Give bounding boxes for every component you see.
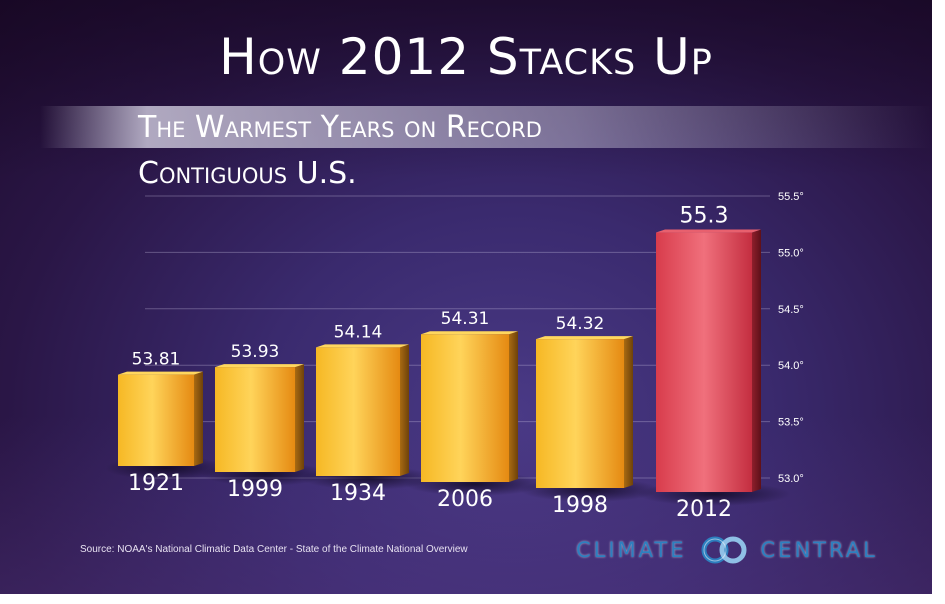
bar-1999 [215, 367, 295, 472]
logo-text-left: CLIMATE [576, 538, 687, 562]
bar-1921 [118, 374, 194, 466]
logo-text-right: CENTRAL [760, 538, 878, 562]
data-label: 55.3 [680, 204, 729, 229]
bar-top [316, 344, 409, 348]
bar-top [656, 229, 761, 233]
data-label: 53.81 [132, 350, 181, 370]
bar-top [421, 331, 518, 335]
bar-side [624, 336, 633, 488]
bar-side [295, 364, 304, 472]
y-tick-label: 53.5° [778, 417, 804, 429]
interlocking-rings-icon [701, 536, 747, 564]
bar-side [752, 229, 761, 492]
chart-title: How 2012 Stacks Up [219, 28, 713, 86]
y-tick-label: 55.0° [778, 247, 804, 259]
data-label: 54.31 [441, 309, 490, 329]
bar-top [536, 336, 633, 340]
source-note: Source: NOAA's National Climatic Data Ce… [80, 544, 468, 555]
bar-1998 [536, 339, 624, 488]
data-label: 54.14 [334, 322, 383, 342]
bar-side [400, 344, 409, 476]
chart-subtitle-1: The Warmest Years on Record [138, 110, 542, 145]
x-tick-label: 1921 [128, 471, 184, 496]
data-label: 53.93 [231, 342, 280, 362]
x-tick-label: 2006 [437, 487, 493, 512]
bar-top [118, 371, 203, 375]
bar-top [215, 364, 304, 368]
bar-2012 [656, 232, 752, 492]
data-label: 54.32 [556, 314, 605, 334]
bar-chart: 53.0° 53.5° 54.0° 54.5° 55.0° 55.5° 53.81 1921… [105, 191, 804, 522]
bar-side [509, 331, 518, 482]
climate-central-logo: CLIMATE CENTRAL [576, 532, 878, 568]
y-tick-label: 55.5° [778, 191, 804, 203]
x-tick-label: 1934 [330, 481, 386, 506]
x-tick-label: 1998 [552, 493, 608, 518]
x-tick-label: 1999 [227, 477, 283, 502]
chart-subtitle-2: Contiguous U.S. [138, 156, 357, 191]
chart-canvas: How 2012 Stacks Up The Warmest Years on … [0, 0, 932, 594]
y-tick-label: 53.0° [778, 473, 804, 485]
bar-side [194, 371, 203, 466]
bar-1934 [316, 347, 400, 476]
bar-2006 [421, 334, 509, 482]
y-tick-label: 54.5° [778, 304, 804, 316]
x-tick-label: 2012 [676, 497, 732, 522]
y-tick-label: 54.0° [778, 360, 804, 372]
subtitle-band [40, 106, 932, 148]
